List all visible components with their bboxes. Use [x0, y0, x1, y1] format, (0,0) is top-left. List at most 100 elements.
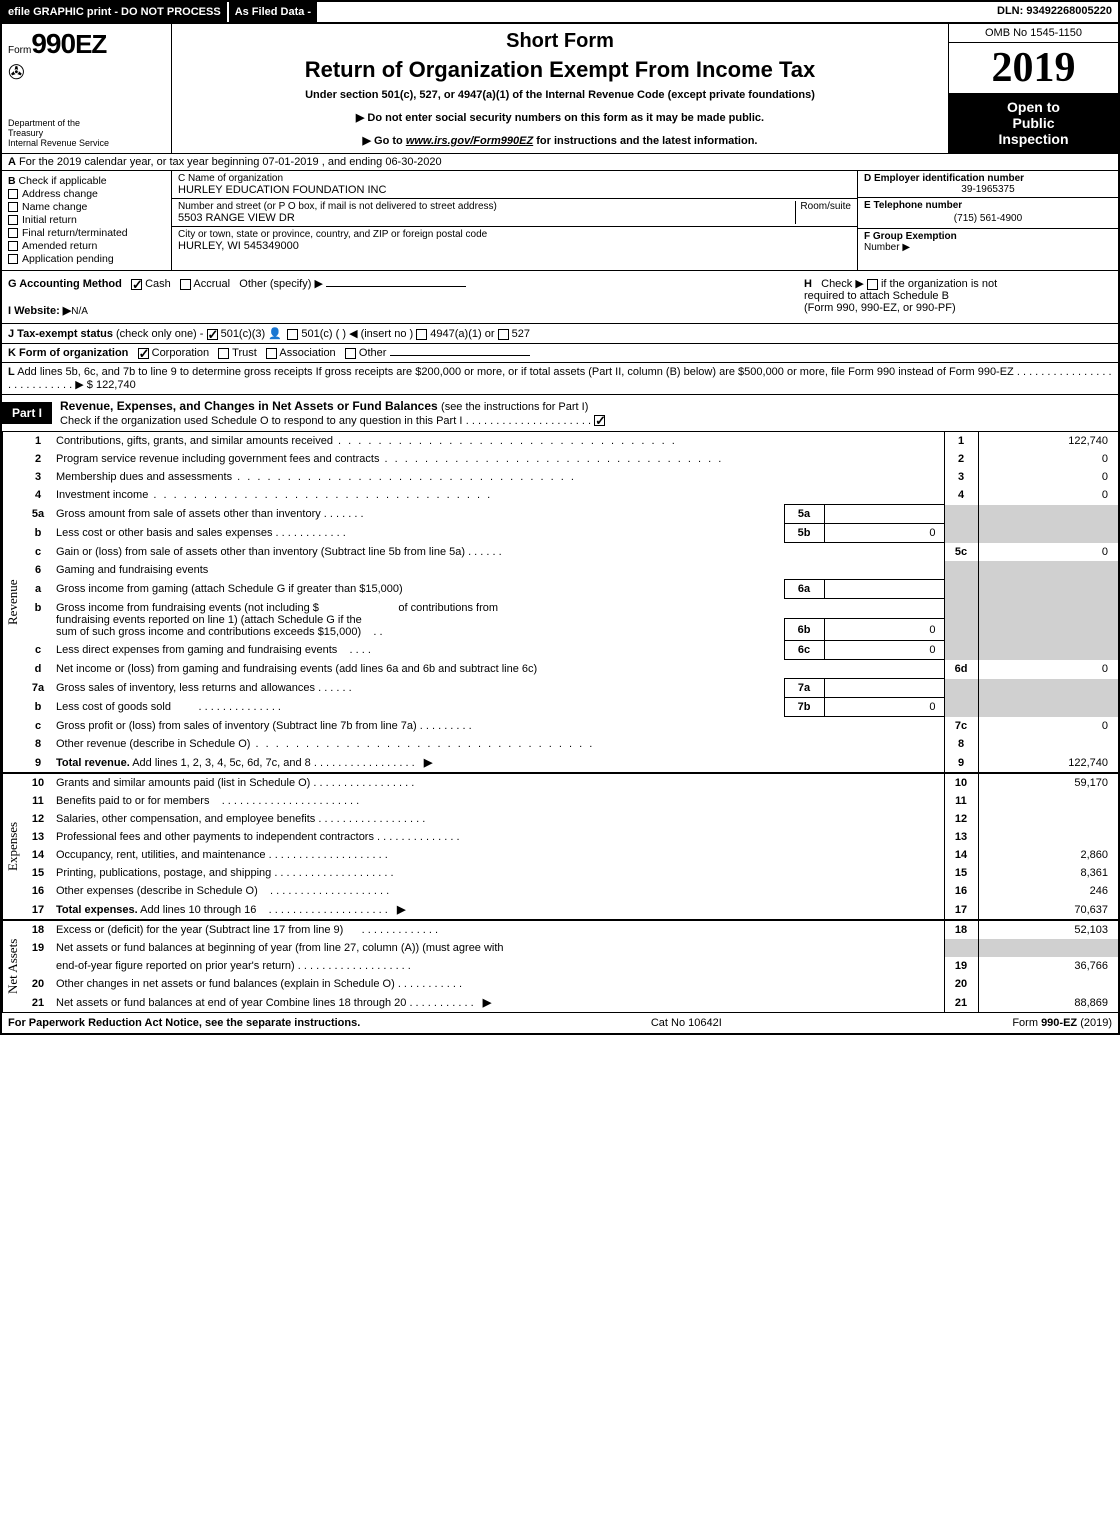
checkbox-icon[interactable] — [416, 329, 427, 340]
checkbox-icon[interactable] — [498, 329, 509, 340]
line-7c: c Gross profit or (loss) from sales of i… — [24, 717, 1118, 736]
cb-address-change[interactable]: Address change — [8, 188, 165, 200]
line-box: 20 — [944, 975, 978, 993]
line-box-grey — [944, 505, 978, 524]
line-num: b — [24, 698, 52, 717]
cb-label: Amended return — [22, 240, 97, 252]
line-num: 2 — [24, 450, 52, 468]
do-not-enter-line: ▶ Do not enter social security numbers o… — [192, 111, 928, 124]
checkbox-icon[interactable] — [867, 279, 878, 290]
cb-initial-return[interactable]: Initial return — [8, 214, 165, 226]
cb-amended-return[interactable]: Amended return — [8, 240, 165, 252]
line-6a: a Gross income from gaming (attach Sched… — [24, 580, 1118, 599]
dln: DLN: 93492268005220 — [991, 2, 1118, 22]
line-box-grey — [944, 561, 978, 580]
dot-leader — [379, 453, 723, 465]
phone-block: E Telephone number (715) 561-4900 — [858, 198, 1118, 229]
checkbox-icon[interactable] — [345, 348, 356, 359]
l-arrow: ▶ $ — [75, 379, 93, 391]
j-opt4: 527 — [512, 328, 530, 340]
netassets-side-label: Net Assets — [2, 921, 24, 1012]
line-desc-text: Other changes in net assets or fund bala… — [56, 978, 395, 990]
j-opt2: 501(c) ( ) ◀ (insert no ) — [301, 328, 413, 340]
g-other-blank[interactable] — [326, 286, 466, 287]
cb-final-return[interactable]: Final return/terminated — [8, 227, 165, 239]
line-desc: Occupancy, rent, utilities, and maintena… — [52, 846, 944, 864]
line-amt-grey — [978, 679, 1118, 698]
line-9: 9 Total revenue. Add lines 1, 2, 3, 4, 5… — [24, 753, 1118, 772]
line-5c: c Gain or (loss) from sale of assets oth… — [24, 543, 1118, 562]
line-num: 9 — [24, 753, 52, 772]
revenue-section: Revenue 1 Contributions, gifts, grants, … — [2, 432, 1118, 774]
line-desc-text: Less direct expenses from gaming and fun… — [56, 644, 337, 656]
section-c: C Name of organization HURLEY EDUCATION … — [172, 171, 858, 270]
h-text3: required to attach Schedule B — [804, 290, 949, 302]
checkbox-icon[interactable] — [287, 329, 298, 340]
inner-box: 7a — [784, 679, 824, 698]
cb-name-change[interactable]: Name change — [8, 201, 165, 213]
ein-block: D Employer identification number 39-1965… — [858, 171, 1118, 198]
checkbox-icon[interactable] — [266, 348, 277, 359]
line-desc: Gross profit or (loss) from sales of inv… — [52, 717, 944, 736]
h-text4: (Form 990, 990-EZ, or 990-PF) — [804, 302, 956, 314]
line-7b: b Less cost of goods sold . . . . . . . … — [24, 698, 1118, 717]
row-h: H Check ▶ if the organization is not req… — [798, 271, 1118, 323]
k-trust: Trust — [232, 347, 257, 359]
checkbox-icon[interactable] — [180, 279, 191, 290]
short-form-title: Short Form — [192, 30, 928, 53]
dot-leader — [333, 435, 677, 447]
city-label: City or town, state or province, country… — [178, 229, 851, 240]
line-box: 21 — [944, 993, 978, 1012]
line-box-grey — [944, 939, 978, 957]
part1-title-text: Revenue, Expenses, and Changes in Net As… — [60, 399, 438, 413]
line-num: 1 — [24, 432, 52, 450]
line-num: 16 — [24, 882, 52, 900]
line-box: 18 — [944, 921, 978, 939]
line-num: 3 — [24, 468, 52, 486]
line-box: 7c — [944, 717, 978, 736]
cb-application-pending[interactable]: Application pending — [8, 253, 165, 265]
form-prefix: Form — [8, 45, 31, 56]
line-desc: Gross income from gaming (attach Schedul… — [52, 580, 784, 599]
line-desc: Printing, publications, postage, and shi… — [52, 864, 944, 882]
revenue-table: 1 Contributions, gifts, grants, and simi… — [24, 432, 1118, 772]
line-amt-grey — [978, 505, 1118, 524]
line-desc-text: Contributions, gifts, grants, and simila… — [56, 435, 333, 447]
spacer — [784, 599, 824, 619]
line-desc: Less direct expenses from gaming and fun… — [52, 641, 784, 660]
line-num: 12 — [24, 810, 52, 828]
k-other-blank[interactable] — [390, 355, 530, 356]
line-amt — [978, 828, 1118, 846]
checkbox-checked-icon[interactable] — [207, 329, 218, 340]
b-check-if: Check if applicable — [19, 175, 107, 187]
line-desc-text: Gross profit or (loss) from sales of inv… — [56, 720, 417, 732]
line-amt-grey — [978, 698, 1118, 717]
line-num: 20 — [24, 975, 52, 993]
checkbox-checked-icon[interactable] — [131, 279, 142, 290]
line-5a: 5a Gross amount from sale of assets othe… — [24, 505, 1118, 524]
line-box: 2 — [944, 450, 978, 468]
line-16: 16 Other expenses (describe in Schedule … — [24, 882, 1118, 900]
line-num: 13 — [24, 828, 52, 846]
form-number: 990 — [31, 28, 75, 59]
line-num: 14 — [24, 846, 52, 864]
line-box-grey — [944, 641, 978, 660]
checkbox-checked-icon[interactable] — [138, 348, 149, 359]
checkbox-icon[interactable] — [218, 348, 229, 359]
line-desc: Gross income from fundraising events (no… — [52, 599, 784, 641]
page-footer: For Paperwork Reduction Act Notice, see … — [2, 1012, 1118, 1033]
line-box-grey — [944, 580, 978, 599]
line-desc-text: Gross amount from sale of assets other t… — [56, 508, 321, 520]
checkbox-checked-icon[interactable] — [594, 415, 605, 426]
phone-label: E Telephone number — [864, 200, 1112, 211]
line-amt: 122,740 — [978, 753, 1118, 772]
line-amt: 0 — [978, 486, 1118, 505]
l17-bold: Total expenses. — [56, 904, 138, 916]
line-6b: b Gross income from fundraising events (… — [24, 599, 1118, 619]
line-desc-text: Gain or (loss) from sale of assets other… — [56, 546, 465, 558]
dot-leader: . . . . . . . . . . . . . . . . . . . . … — [466, 415, 594, 427]
line-num: 18 — [24, 921, 52, 939]
k-corp: Corporation — [152, 347, 209, 359]
return-title: Return of Organization Exempt From Incom… — [192, 57, 928, 83]
street-block: Number and street (or P O box, if mail i… — [172, 199, 857, 227]
